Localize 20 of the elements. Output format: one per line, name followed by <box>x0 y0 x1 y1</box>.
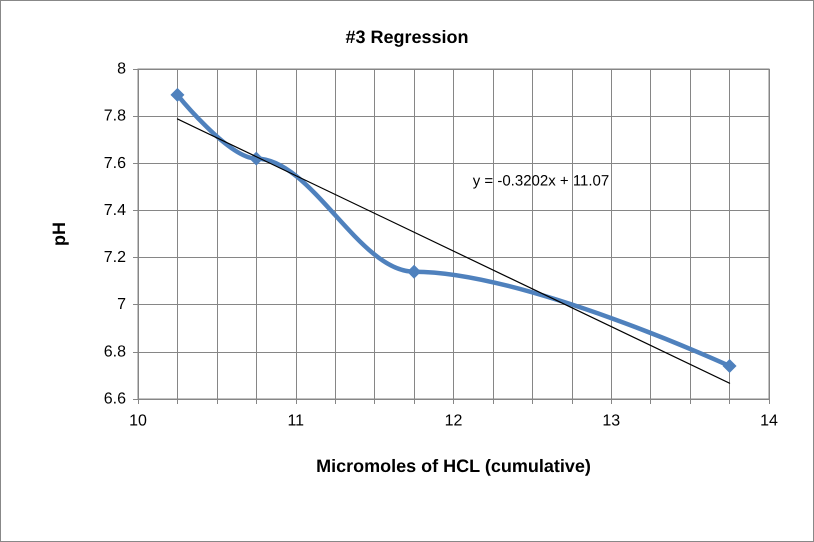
x-tick-label: 12 <box>444 412 462 430</box>
x-tick-label: 10 <box>129 412 147 430</box>
y-tick-label: 8 <box>117 60 126 78</box>
chart-title: #3 Regression <box>345 27 469 47</box>
y-tick-label: 7.2 <box>104 249 126 266</box>
y-tick-label: 6.8 <box>104 343 126 360</box>
point <box>407 264 422 279</box>
x-axis-title: Micromoles of HCL (cumulative) <box>316 456 591 476</box>
x-tick-label: 13 <box>602 412 620 430</box>
y-axis-title: pH <box>49 222 69 246</box>
y-tick-label: 6.6 <box>104 390 126 408</box>
y-tick-label: 7.4 <box>104 202 126 219</box>
y-tick-label: 7.6 <box>104 154 126 172</box>
x-tick-label: 14 <box>760 412 778 430</box>
point <box>170 88 184 102</box>
y-tick-label: 7 <box>117 296 126 314</box>
annotation: y = -0.3202x + 11.07 <box>472 172 610 190</box>
x-tick-label: 11 <box>287 412 304 430</box>
point <box>722 359 737 373</box>
y-tick-label: 7.8 <box>104 108 126 125</box>
